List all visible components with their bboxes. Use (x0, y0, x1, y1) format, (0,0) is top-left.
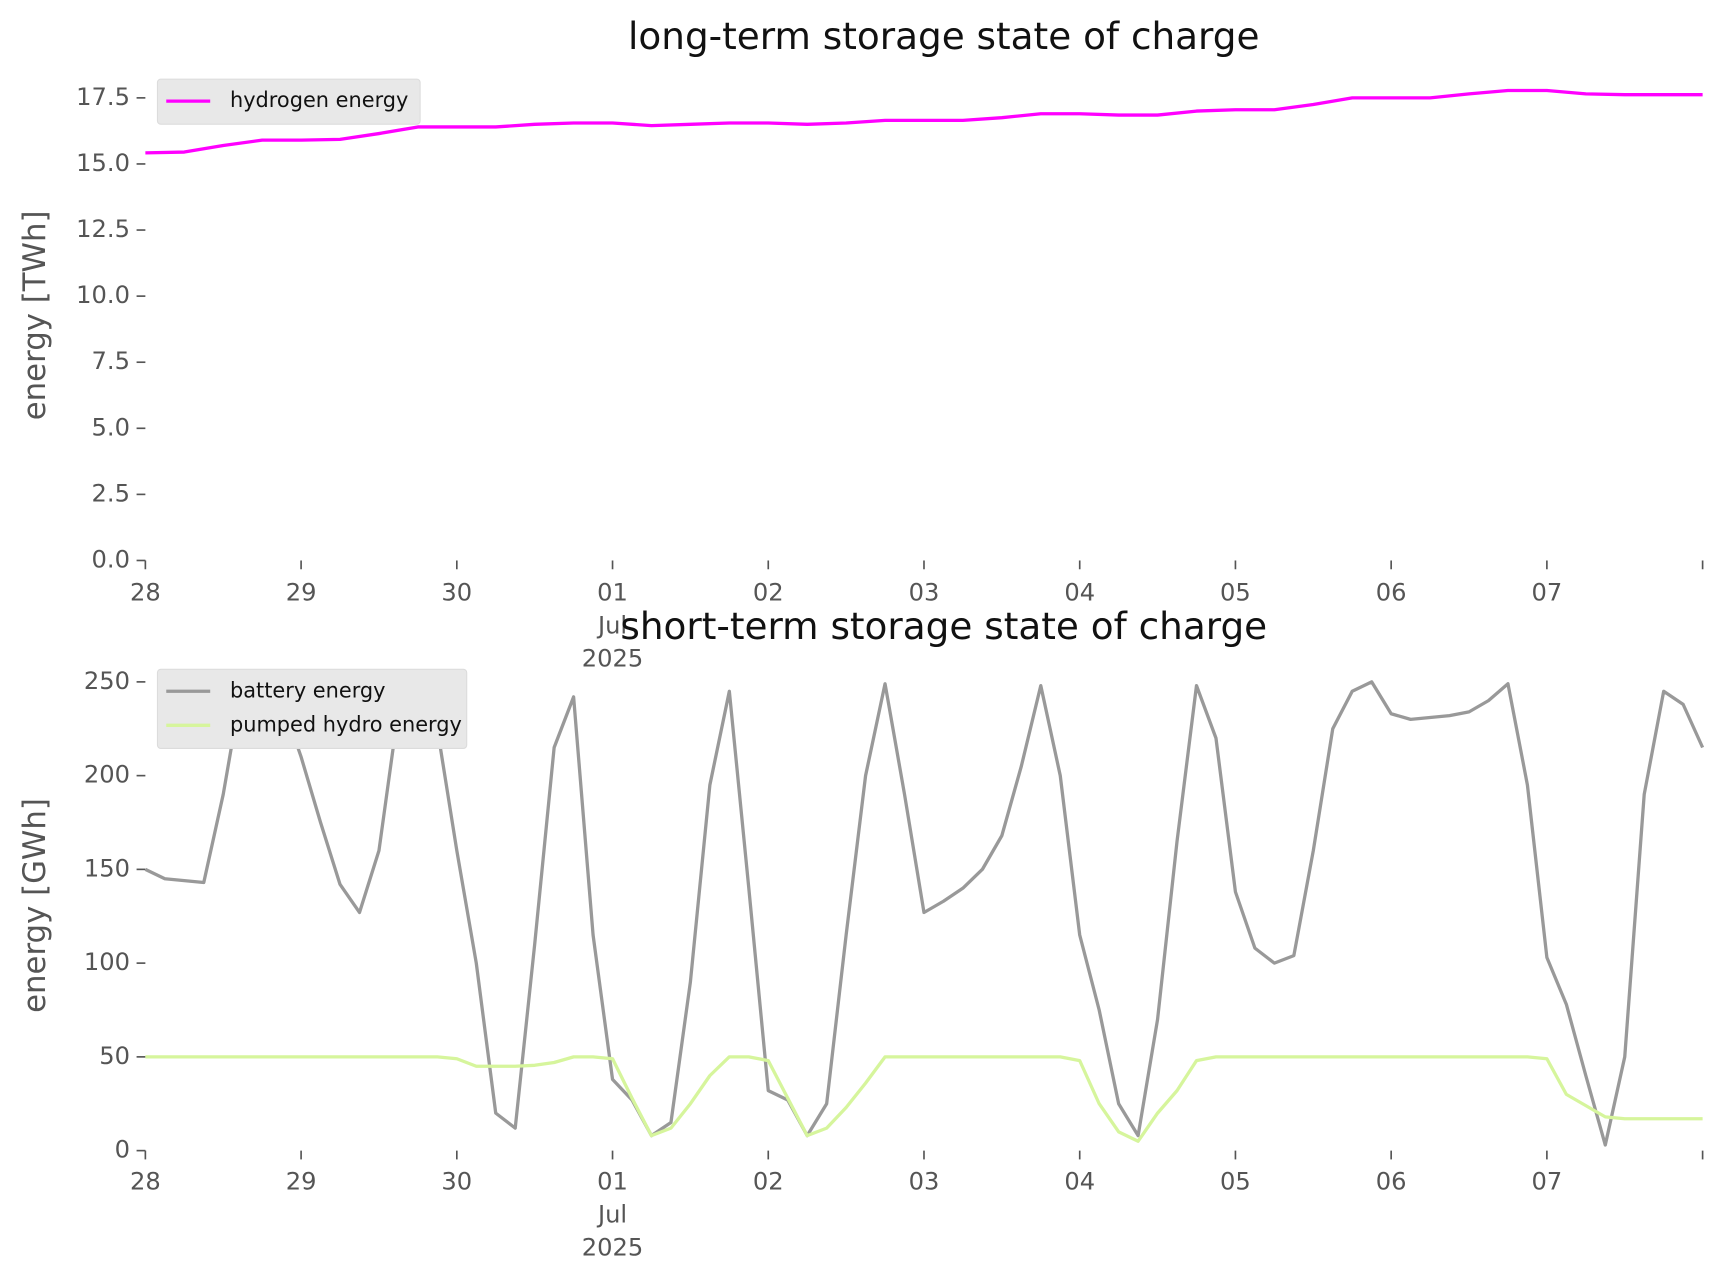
y-tick-label: 0.0 (92, 545, 130, 573)
series-line (145, 1055, 1703, 1143)
tick-label-line: 01 (597, 1167, 628, 1195)
y-tick-label: 2.5 (92, 479, 130, 507)
x-tick-label: 02 (753, 1167, 784, 1195)
chart-title: long-term storage state of charge (628, 14, 1259, 58)
series-line (144, 680, 1705, 1147)
legend-box (156, 668, 468, 749)
x-tick-label: 06 (1376, 1167, 1407, 1195)
x-tick-label: 30 (441, 1167, 472, 1195)
y-tick-label: 15.0 (76, 149, 130, 177)
x-tick-label: 04 (1064, 578, 1095, 606)
y-tick-label: 10.0 (76, 281, 130, 309)
x-tick-label: 04 (1064, 1167, 1095, 1195)
x-tick-label: 05 (1220, 578, 1251, 606)
legend-box (156, 78, 421, 125)
legend: hydrogen energy (156, 78, 421, 125)
tick-label-line: 2025 (582, 1233, 643, 1261)
chart-title: short-term storage state of charge (620, 604, 1267, 648)
x-tick-label: 07 (1532, 578, 1563, 606)
y-tick-label: 50 (99, 1042, 130, 1070)
x-tick-label: 30 (441, 578, 472, 606)
y-tick-label: 0 (115, 1136, 130, 1164)
y-tick-label: 200 (84, 761, 130, 789)
x-tick-label: 06 (1376, 578, 1407, 606)
x-tick-label: 28 (130, 578, 161, 606)
tick-label-line: Jul (596, 1200, 627, 1228)
legend: battery energy pumped hydro energy (156, 668, 468, 749)
tick-label-line: Jul (596, 611, 627, 639)
x-tick-label: 28 (130, 1167, 161, 1195)
y-tick-label: 5.0 (92, 413, 130, 441)
tick-label-line: 2025 (582, 644, 643, 672)
x-tick-label: 03 (909, 578, 940, 606)
x-tick-label: 05 (1220, 1167, 1251, 1195)
y-tick-label: 250 (84, 667, 130, 695)
legend-label: pumped hydro energy (230, 712, 462, 736)
legend-label: hydrogen energy (230, 88, 408, 112)
y-tick-label: 7.5 (92, 347, 130, 375)
y-tick-label: 100 (84, 948, 130, 976)
y-tick-label: 17.5 (76, 83, 130, 111)
x-tick-label: 29 (286, 1167, 317, 1195)
tick-label-line: 01 (597, 578, 628, 606)
x-tick-label: 29 (286, 578, 317, 606)
y-axis-label: energy [GWh] (17, 798, 53, 1013)
x-tick-label: 07 (1532, 1167, 1563, 1195)
series-line (145, 88, 1703, 155)
y-tick-label: 150 (84, 854, 130, 882)
x-tick-label: 02 (753, 578, 784, 606)
x-tick-label: 01 Jul 2025 (582, 578, 643, 672)
y-tick-label: 12.5 (76, 215, 130, 243)
y-axis-label: energy [TWh] (17, 211, 53, 421)
x-tick-label: 03 (909, 1167, 940, 1195)
legend-label: battery energy (230, 678, 386, 702)
x-tick-label: 01 Jul 2025 (582, 1167, 643, 1261)
